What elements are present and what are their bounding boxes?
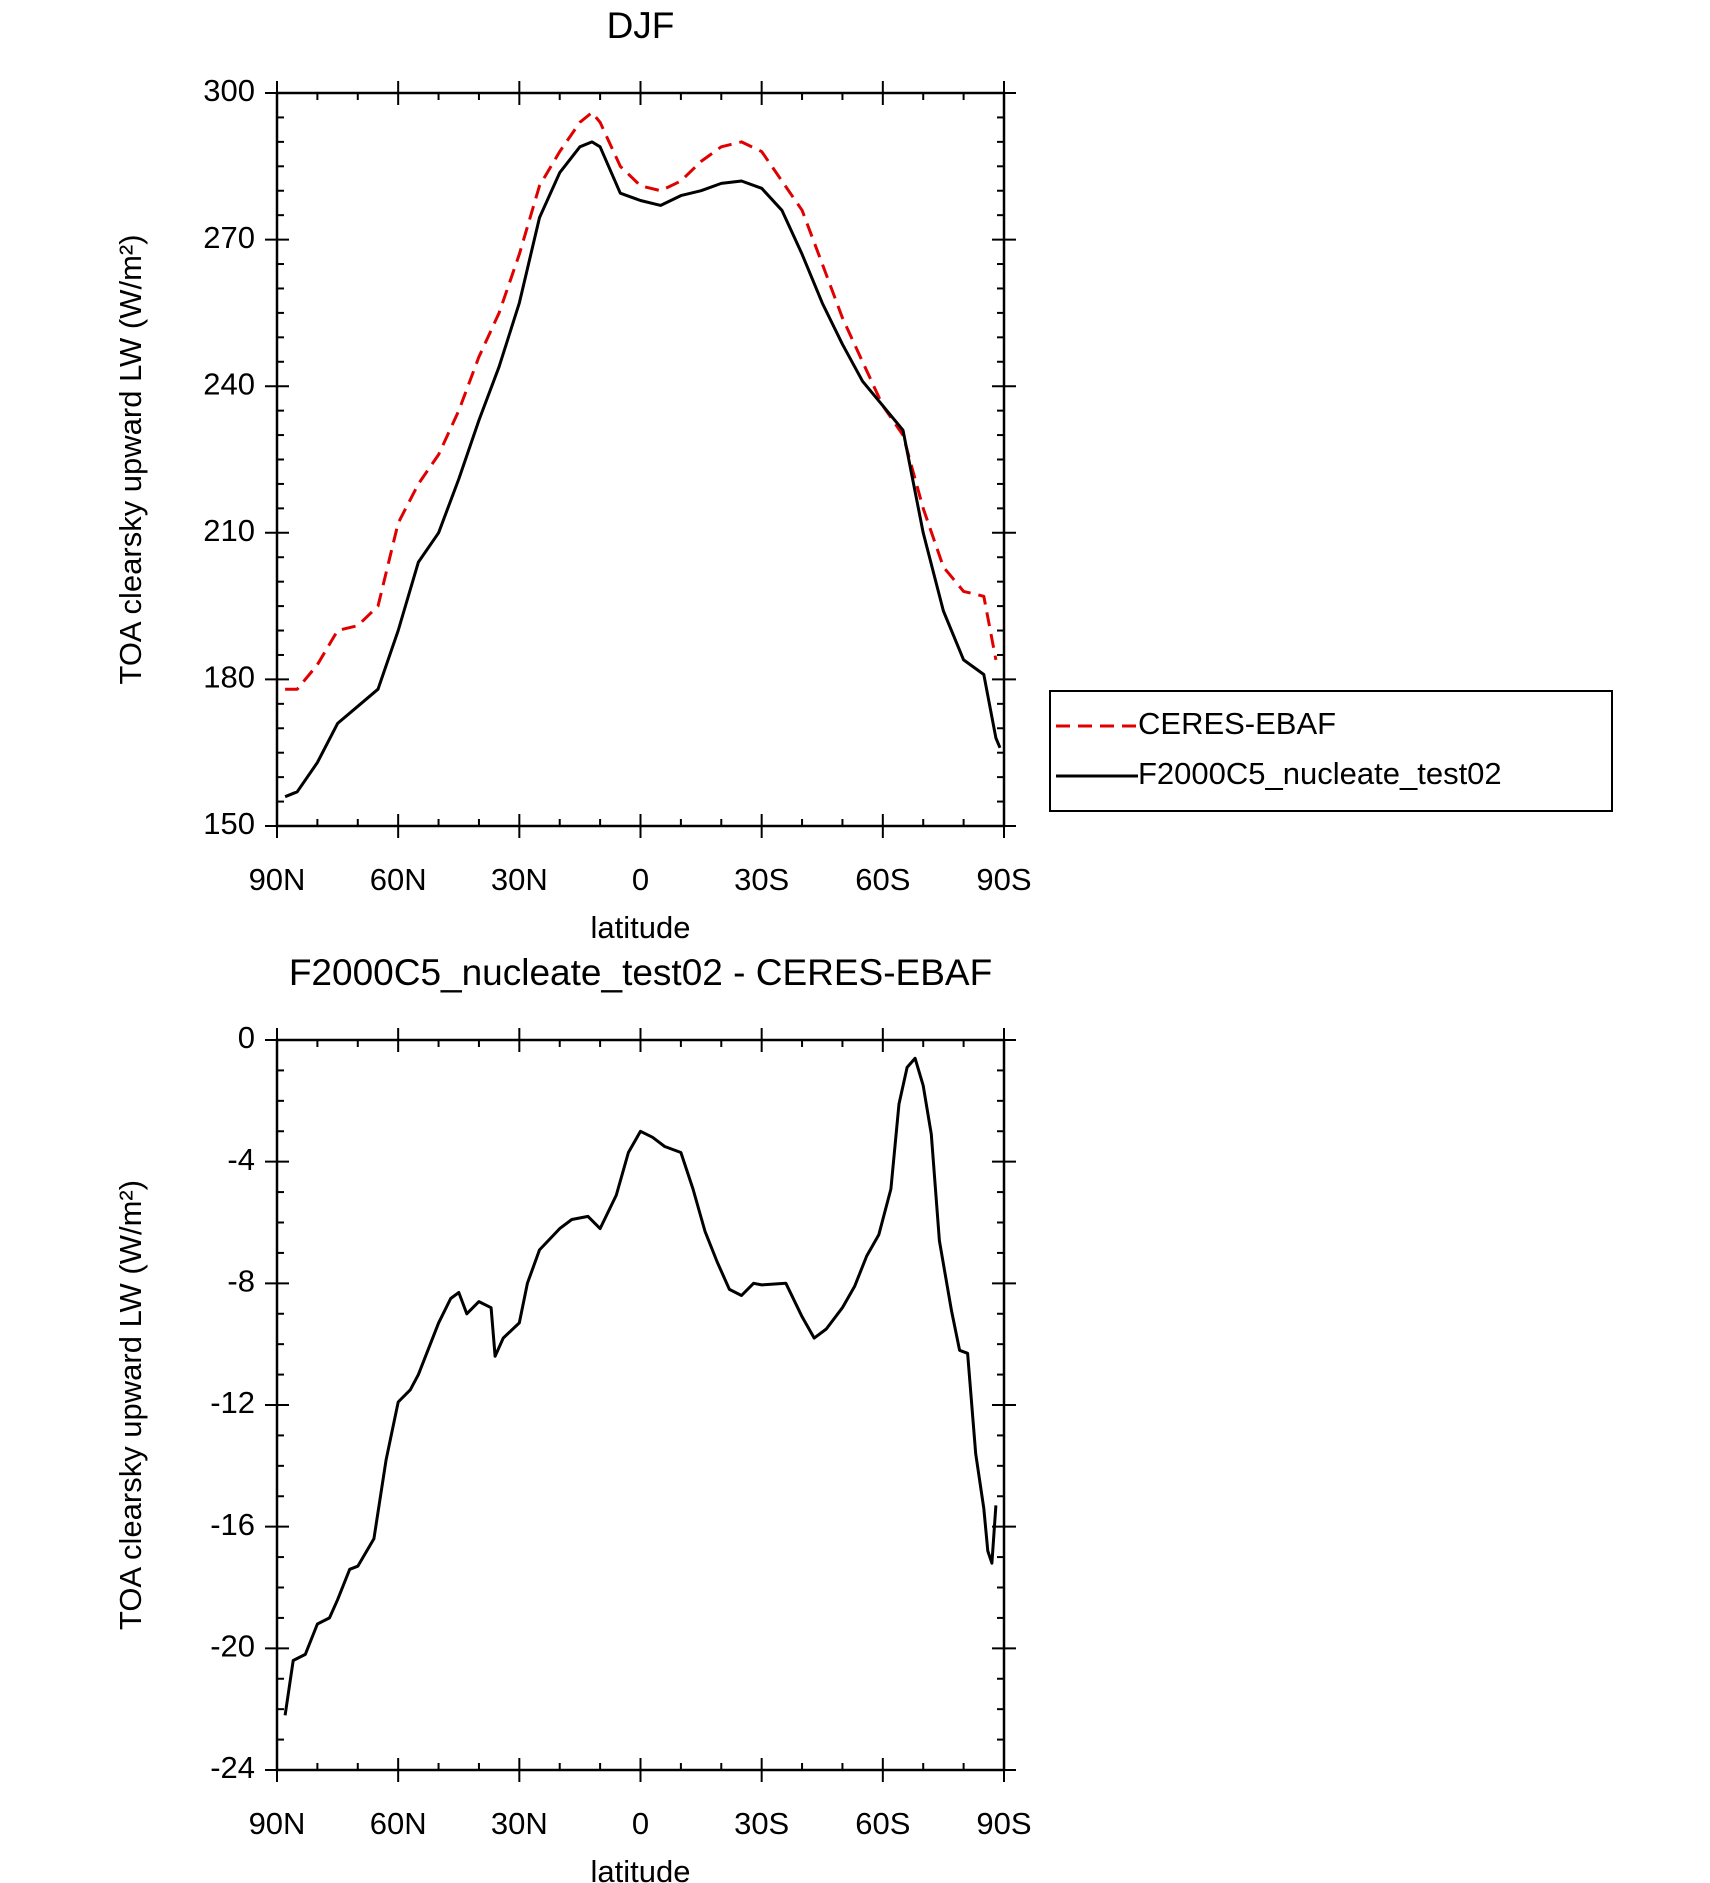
x-tick-label: 60S [855, 1806, 910, 1841]
y-tick-label: -20 [210, 1629, 255, 1664]
plot-frame [275, 91, 1006, 828]
x-tick-label: 0 [632, 862, 649, 897]
legend-label: F2000C5_nucleate_test02 [1138, 756, 1502, 791]
x-tick-label: 60N [370, 862, 427, 897]
x-tick-label: 90N [249, 1806, 306, 1841]
x-tick-label: 0 [632, 1806, 649, 1841]
y-tick-label: 240 [203, 366, 255, 401]
y-tick-label: -24 [210, 1750, 255, 1785]
y-tick-label: 0 [238, 1020, 255, 1055]
x-tick-label: 30S [734, 1806, 789, 1841]
x-tick-label: 90N [249, 862, 306, 897]
x-tick-label: 30S [734, 862, 789, 897]
data-line [283, 1056, 998, 1716]
y-tick-label: -16 [210, 1507, 255, 1542]
x-tick-label: 90S [976, 1806, 1031, 1841]
y-tick-label: 210 [203, 513, 255, 548]
y-tick-label: 270 [203, 220, 255, 255]
y-tick-label: -12 [210, 1385, 255, 1420]
x-tick-label: 30N [491, 862, 548, 897]
chart-title: F2000C5_nucleate_test02 - CERES-EBAF [289, 952, 992, 993]
y-tick-label: 180 [203, 660, 255, 695]
x-axis-label: latitude [591, 1854, 691, 1883]
data-line [284, 140, 1002, 799]
x-tick-label: 30N [491, 1806, 548, 1841]
x-tick-label: 90S [976, 862, 1031, 897]
legend-box [1049, 690, 1613, 812]
y-tick-label: 150 [203, 806, 255, 841]
x-tick-label: 60N [370, 1806, 427, 1841]
y-axis-label: TOA clearsky upward LW (W/m²) [113, 234, 148, 684]
data-line [285, 111, 998, 691]
legend-label: CERES-EBAF [1138, 706, 1336, 741]
y-axis-label: TOA clearsky upward LW (W/m²) [113, 1180, 148, 1630]
y-tick-label: -8 [227, 1264, 255, 1299]
x-tick-label: 60S [855, 862, 910, 897]
y-tick-label: -4 [227, 1142, 255, 1177]
x-axis-label: latitude [591, 910, 691, 945]
plot-frame [275, 1038, 1006, 1772]
chart-title: DJF [607, 5, 675, 46]
y-tick-label: 300 [203, 73, 255, 108]
